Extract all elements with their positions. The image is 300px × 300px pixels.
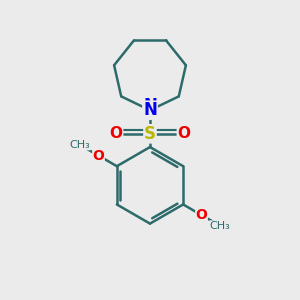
Text: O: O xyxy=(93,148,104,163)
Text: O: O xyxy=(110,126,123,141)
Text: O: O xyxy=(177,126,190,141)
Text: CH₃: CH₃ xyxy=(70,140,91,150)
Text: CH₃: CH₃ xyxy=(209,221,230,231)
Text: O: O xyxy=(196,208,207,222)
Text: N: N xyxy=(143,101,157,119)
Text: N: N xyxy=(143,97,157,115)
Text: S: S xyxy=(144,125,156,143)
